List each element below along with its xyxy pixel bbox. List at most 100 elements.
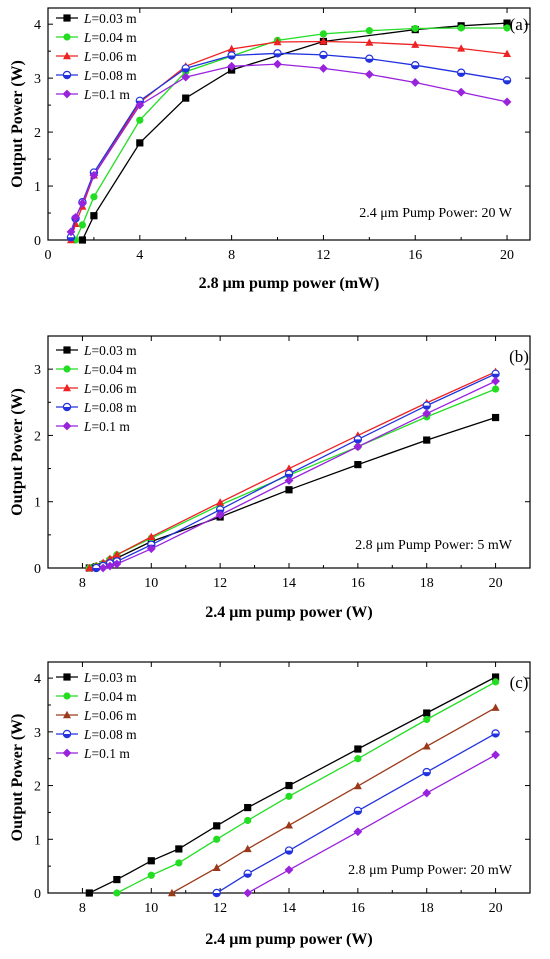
data-point: [89, 170, 99, 180]
x-tick-label: 10: [144, 576, 158, 591]
data-point: [457, 24, 465, 32]
data-point: [423, 436, 431, 444]
series-4: [212, 729, 500, 898]
data-point: [147, 871, 155, 879]
legend-label-rest: =0.03 m: [92, 670, 138, 685]
data-point: [319, 37, 328, 45]
data-point: [105, 561, 115, 571]
data-point: [353, 442, 363, 452]
legend-marker: [62, 402, 72, 412]
legend-label: L=0.1 m: [83, 746, 130, 761]
series-5: [98, 376, 500, 573]
data-point: [113, 889, 121, 897]
y-tick-label: 1: [34, 180, 41, 195]
x-tick-label: 16: [351, 576, 365, 591]
legend-label: L=0.08 m: [83, 68, 137, 83]
legend-label: L=0.04 m: [83, 362, 137, 377]
x-tick-label: 14: [282, 901, 296, 916]
legend-label-rest: =0.08 m: [92, 727, 138, 742]
data-point: [112, 550, 121, 558]
x-tick-label: 18: [420, 901, 434, 916]
legend-marker: [63, 673, 71, 681]
y-tick-label: 0: [34, 887, 41, 902]
legend-label: L=0.06 m: [83, 381, 137, 396]
data-point: [147, 532, 156, 541]
legend-label: L=0.03 m: [83, 670, 137, 685]
data-point: [365, 38, 374, 46]
data-point: [213, 835, 221, 843]
legend-label-var: L: [83, 381, 92, 396]
data-point: [503, 49, 512, 58]
data-point: [353, 806, 363, 816]
legend-label-var: L: [83, 689, 92, 704]
data-point: [284, 846, 294, 855]
legend-marker: [63, 383, 71, 392]
data-point: [365, 54, 374, 63]
data-point: [422, 401, 431, 410]
data-point: [212, 863, 221, 871]
data-point: [147, 857, 155, 865]
data-point: [285, 486, 293, 494]
data-point: [273, 37, 282, 46]
data-point: [353, 435, 363, 444]
legend-marker: [62, 89, 72, 99]
series-line: [216, 732, 496, 894]
legend-label-var: L: [83, 400, 92, 415]
data-point: [90, 212, 98, 220]
legend-marker: [63, 346, 71, 354]
data-point: [284, 865, 294, 875]
y-tick-label: 4: [34, 672, 41, 687]
data-point: [354, 755, 362, 763]
x-tick-label: 14: [282, 576, 296, 591]
legend-label-rest: =0.06 m: [92, 708, 138, 723]
legend: L=0.03 mL=0.04 mL=0.06 mL=0.08 mL=0.1 m: [56, 343, 137, 434]
legend-label-rest: =0.06 m: [92, 49, 138, 64]
legend-marker: [63, 33, 71, 41]
legend-label-var: L: [83, 343, 92, 358]
legend-label-var: L: [83, 670, 92, 685]
data-point: [411, 40, 420, 48]
y-tick-label: 2: [34, 126, 41, 141]
data-point: [353, 827, 363, 837]
x-tick-label: 16: [408, 248, 422, 263]
data-point: [243, 888, 253, 898]
data-point: [285, 464, 293, 472]
y-axis-title: Output Power (W): [9, 60, 26, 188]
legend-marker: [63, 710, 71, 719]
legend-label-rest: =0.06 m: [92, 381, 138, 396]
y-tick-label: 2: [34, 780, 41, 795]
data-point: [167, 888, 176, 897]
data-point: [491, 376, 500, 386]
legend-label-var: L: [83, 68, 92, 83]
pump-power-annotation: 2.8 μm Pump Power: 20 mW: [348, 863, 513, 878]
legend-marker: [63, 365, 71, 373]
legend-label: L=0.1 m: [83, 419, 130, 434]
data-point: [71, 212, 80, 222]
legend-label: L=0.04 m: [83, 689, 137, 704]
data-point: [227, 51, 236, 60]
x-tick-label: 4: [136, 248, 143, 263]
legend-label-var: L: [83, 746, 92, 761]
legend-label-rest: =0.04 m: [92, 689, 138, 704]
data-point: [503, 19, 511, 27]
data-point: [85, 563, 94, 572]
legend-label: L=0.1 m: [83, 87, 130, 102]
y-tick-label: 0: [34, 562, 41, 577]
data-point: [146, 544, 156, 554]
legend-label: L=0.03 m: [83, 343, 137, 358]
x-axis-title: 2.4 μm pump power (W): [205, 931, 372, 948]
data-point: [457, 44, 466, 52]
legend-label: L=0.08 m: [83, 400, 137, 415]
data-point: [491, 678, 500, 686]
series-4: [91, 369, 500, 573]
data-point: [244, 803, 252, 812]
legend-label: L=0.06 m: [83, 49, 137, 64]
data-point: [216, 498, 225, 506]
legend-label-rest: =0.03 m: [92, 11, 138, 26]
data-point: [90, 193, 98, 201]
data-point: [491, 369, 500, 378]
data-point: [78, 198, 87, 208]
